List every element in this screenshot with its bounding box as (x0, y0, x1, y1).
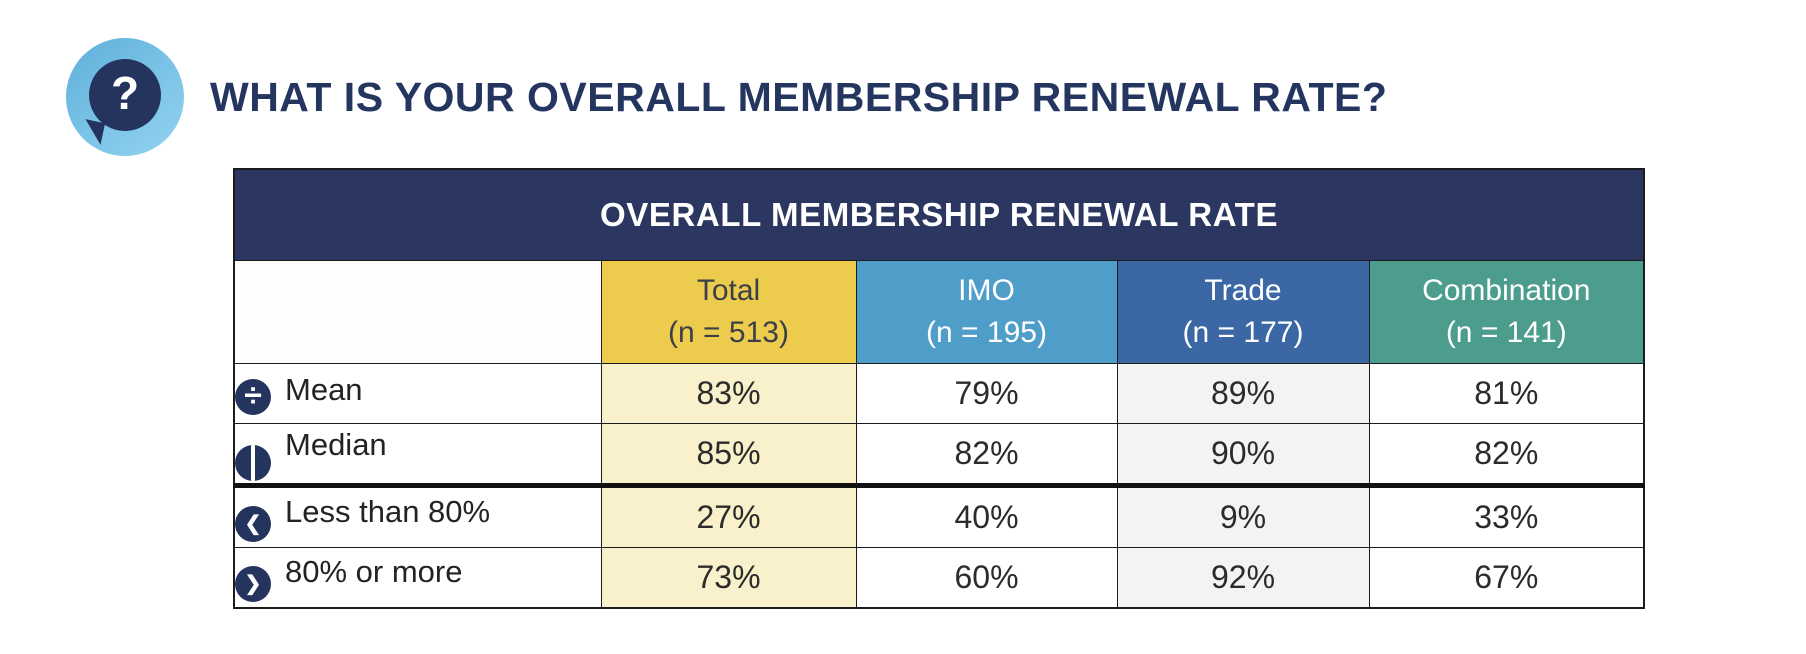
column-header-trade: Trade (n = 177) (1116, 260, 1370, 364)
cell-less80-combination: 33% (1368, 483, 1645, 548)
column-header-row: Total (n = 513) IMO (n = 195) Trade (n =… (233, 260, 1645, 364)
speech-bubble: ? (89, 58, 161, 131)
median-circle-icon (235, 444, 271, 481)
cell-less80-total: 27% (600, 483, 857, 548)
row-label-text: Mean (285, 372, 363, 407)
page-title: WHAT IS YOUR OVERALL MEMBERSHIP RENEWAL … (210, 73, 1388, 120)
renewal-rate-table: OVERALL MEMBERSHIP RENEWAL RATE Total (n… (233, 168, 1646, 609)
row-label-mean: ÷ Mean (233, 363, 602, 424)
cell-median-combination: 82% (1368, 423, 1645, 486)
cell-less80-imo: 40% (855, 483, 1118, 548)
column-header-imo: IMO (n = 195) (855, 260, 1118, 364)
column-sample-size: (n = 177) (1182, 316, 1304, 349)
column-header-combination: Combination (n = 141) (1368, 260, 1645, 364)
column-sample-size: (n = 141) (1445, 316, 1567, 349)
cell-median-total: 85% (600, 423, 857, 486)
cell-more80-imo: 60% (855, 547, 1118, 609)
question-mark-glyph: ? (110, 66, 140, 119)
row-label-median: Median (233, 423, 602, 486)
question-header: ? WHAT IS YOUR OVERALL MEMBERSHIP RENEWA… (66, 38, 1387, 156)
cell-mean-total: 83% (600, 363, 857, 424)
cell-mean-imo: 79% (855, 363, 1118, 424)
table-row-80-or-more: ❯ 80% or more 73% 60% 92% 67% (233, 547, 1645, 609)
cell-mean-combination: 81% (1368, 363, 1645, 424)
table-title: OVERALL MEMBERSHIP RENEWAL RATE (233, 168, 1645, 261)
cell-median-imo: 82% (855, 423, 1118, 486)
corner-cell (233, 260, 602, 364)
cell-median-trade: 90% (1116, 423, 1370, 486)
table-row-mean: ÷ Mean 83% 79% 89% 81% (233, 363, 1645, 424)
row-label-text: 80% or more (285, 553, 463, 589)
row-label-text: Less than 80% (285, 493, 491, 529)
row-label-text: Median (285, 426, 387, 462)
cell-more80-combination: 67% (1368, 547, 1645, 609)
divide-circle-icon: ÷ (235, 379, 271, 415)
greater-than-circle-icon: ❯ (235, 565, 271, 602)
row-label-less-than-80: ❮ Less than 80% (233, 483, 602, 548)
question-bubble-icon: ? (66, 38, 184, 156)
cell-mean-trade: 89% (1116, 363, 1370, 424)
table-row-median: Median 85% 82% 90% 82% (233, 423, 1645, 486)
row-label-80-or-more: ❯ 80% or more (233, 547, 602, 609)
column-label: IMO (958, 274, 1015, 307)
column-label: Trade (1204, 274, 1282, 307)
cell-less80-trade: 9% (1116, 483, 1370, 548)
table-row-less-than-80: ❮ Less than 80% 27% 40% 9% 33% (233, 483, 1645, 548)
column-header-total: Total (n = 513) (600, 260, 857, 364)
speech-bubble-tail (80, 119, 106, 145)
column-label: Combination (1422, 274, 1591, 307)
less-than-circle-icon: ❮ (235, 505, 271, 542)
column-label: Total (696, 274, 761, 307)
cell-more80-trade: 92% (1116, 547, 1370, 609)
column-sample-size: (n = 513) (668, 316, 789, 349)
table-title-row: OVERALL MEMBERSHIP RENEWAL RATE (233, 168, 1645, 261)
cell-more80-total: 73% (600, 547, 857, 609)
column-sample-size: (n = 195) (926, 316, 1047, 349)
